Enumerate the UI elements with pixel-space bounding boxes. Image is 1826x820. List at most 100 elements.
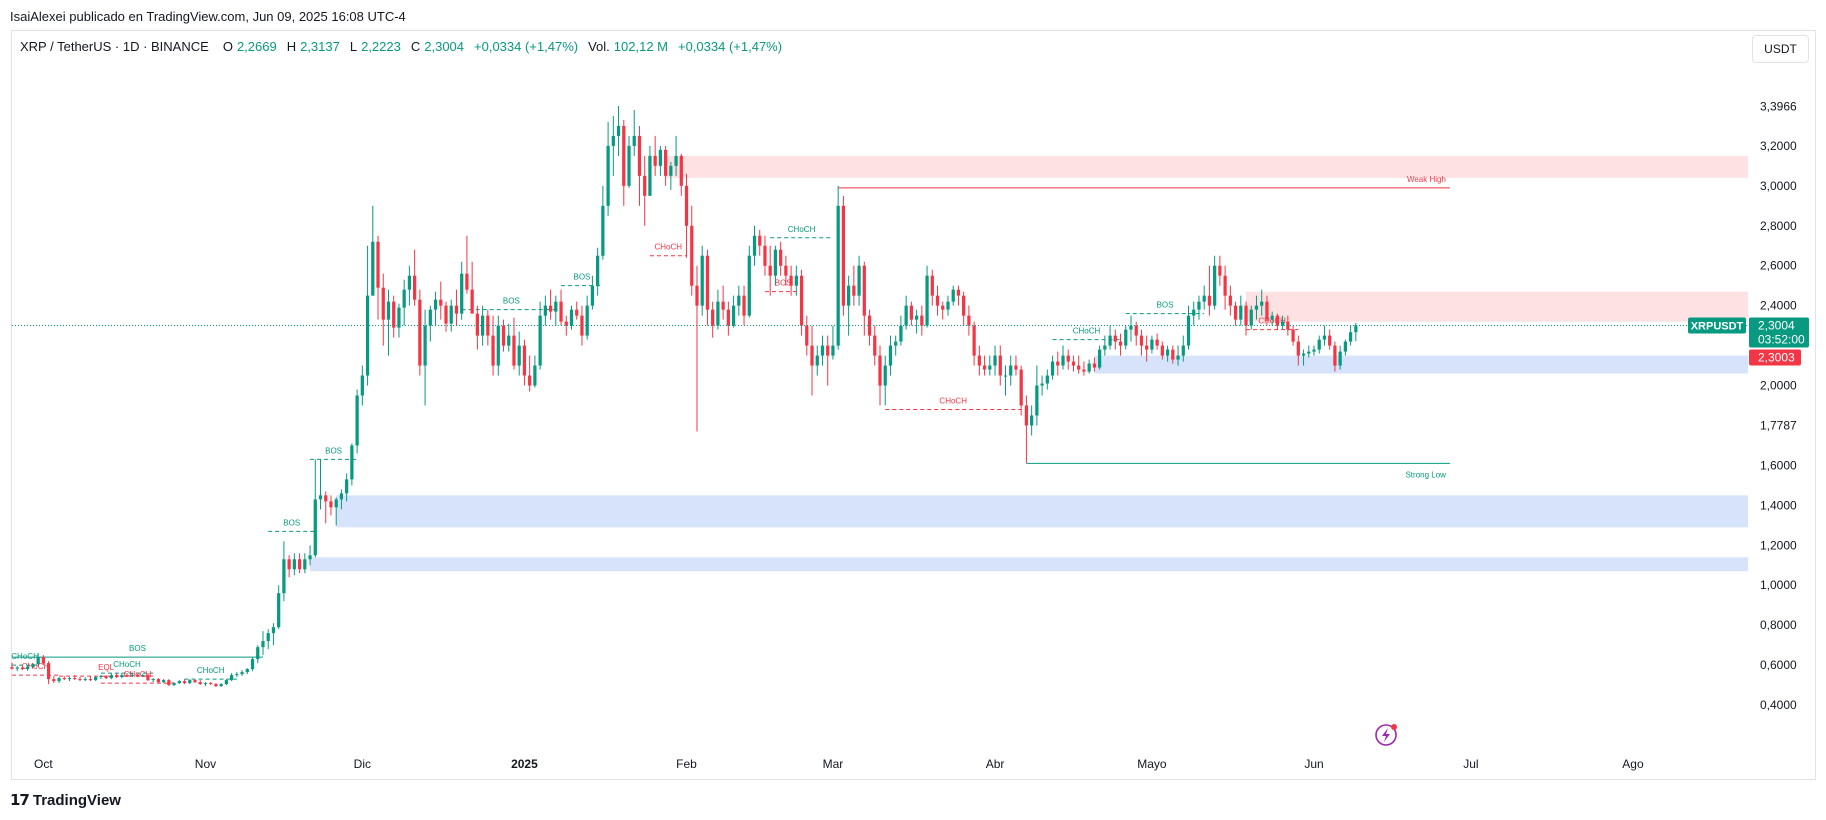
candle-body xyxy=(1307,351,1311,354)
candle-body xyxy=(569,309,574,326)
candle-body xyxy=(392,301,396,328)
candle-body xyxy=(528,375,532,386)
candle-body xyxy=(982,365,987,370)
candle-body xyxy=(1322,335,1327,340)
candle-body xyxy=(73,678,77,680)
candle-body xyxy=(460,273,464,314)
candle-body xyxy=(62,678,66,680)
candle-body xyxy=(554,301,558,312)
candle-body xyxy=(88,679,93,681)
price-tick-label: 0,4000 xyxy=(1760,698,1797,712)
candle-body xyxy=(543,305,547,316)
price-tag: 2,3004 xyxy=(1758,319,1795,333)
candle-body xyxy=(799,275,804,326)
candle-body xyxy=(219,684,223,687)
candle-body xyxy=(904,305,908,326)
candle-body xyxy=(1265,301,1269,320)
candle-body xyxy=(517,345,521,366)
candle-body xyxy=(256,647,260,660)
candle-body xyxy=(1186,315,1191,346)
candle-body xyxy=(841,205,846,306)
legend-open-label: O xyxy=(222,39,233,54)
tradingview-logo[interactable]: 𝟭𝟳 TradingView xyxy=(10,791,121,810)
candle-body xyxy=(1087,363,1091,372)
zones-layer xyxy=(310,155,1749,572)
candle-body xyxy=(224,680,229,685)
candle-body xyxy=(1233,305,1238,320)
candle-body xyxy=(883,365,887,386)
candle-body xyxy=(271,627,276,634)
structure-label: BOS xyxy=(325,446,342,455)
candle-body xyxy=(1040,383,1044,386)
candle-body xyxy=(1030,415,1034,426)
candles-layer xyxy=(10,105,1358,688)
time-axis: Oct Nov Dic 2025 Feb Mar Abr Mayo Jun Jul Ago xyxy=(34,757,1644,771)
price-tags-layer: XRPUSDT 2,3004 03:52:00 2,3003 xyxy=(12,317,1809,366)
flash-icon[interactable] xyxy=(1375,724,1397,746)
time-tick-label: Jun xyxy=(1304,757,1323,771)
candle-body xyxy=(1213,265,1217,306)
candle-body xyxy=(94,677,98,681)
legend-symbol[interactable]: XRP / TetherUS · 1D · BINANCE xyxy=(20,39,209,54)
currency-unit-button[interactable]: USDT xyxy=(1752,35,1809,63)
candle-body xyxy=(371,241,375,296)
candle-body xyxy=(857,265,861,296)
candle-body xyxy=(423,325,427,366)
candle-body xyxy=(1003,375,1008,377)
candle-body xyxy=(773,249,778,276)
candle-body xyxy=(454,305,459,314)
tradingview-icon: 𝟭𝟳 xyxy=(10,792,30,809)
candle-body xyxy=(716,301,720,326)
candle-body xyxy=(580,315,584,336)
candle-body xyxy=(1134,325,1138,336)
candle-body xyxy=(1317,339,1321,350)
candle-body xyxy=(909,305,913,320)
candle-body xyxy=(1301,353,1306,356)
candle-body xyxy=(742,295,746,316)
candle-body xyxy=(120,675,124,678)
candle-body xyxy=(78,679,82,681)
time-tick-label: Jul xyxy=(1463,757,1478,771)
candle-body xyxy=(360,375,364,396)
time-tick-label: Mar xyxy=(823,757,844,771)
candle-body xyxy=(972,325,976,356)
candle-body xyxy=(141,675,145,677)
legend-low-label: L xyxy=(349,39,358,54)
candle-body xyxy=(752,235,757,256)
candle-body xyxy=(397,307,401,328)
candle-body xyxy=(402,289,406,308)
candle-body xyxy=(1066,355,1070,362)
candle-body xyxy=(10,667,14,669)
published-line: IsaiAlexei publicado en TradingView.com,… xyxy=(10,9,406,24)
candle-body xyxy=(67,678,72,680)
candle-body xyxy=(946,301,950,310)
candle-body xyxy=(930,275,934,296)
candle-body xyxy=(1228,295,1232,306)
price-tick-label: 0,8000 xyxy=(1760,618,1797,632)
demand-zone xyxy=(336,495,1749,528)
candle-body xyxy=(1056,361,1060,366)
candle-body xyxy=(376,241,380,288)
candle-body xyxy=(1354,325,1358,333)
candle-body xyxy=(46,663,51,680)
candle-body xyxy=(266,633,270,642)
price-tick-label: 3,3966 xyxy=(1760,100,1797,114)
candle-body xyxy=(282,559,286,594)
candle-body xyxy=(475,313,479,336)
price-tick-label: 1,6000 xyxy=(1760,458,1797,472)
candle-body xyxy=(308,555,312,560)
chart-frame[interactable] xyxy=(11,30,1816,780)
candle-body xyxy=(26,666,30,670)
legend-change: +0,0334 (+1,47%) xyxy=(474,39,579,54)
candle-body xyxy=(847,285,851,306)
candle-body xyxy=(1333,345,1337,366)
candle-body xyxy=(867,315,872,336)
candle-body xyxy=(836,205,840,346)
candle-body xyxy=(810,345,814,366)
candle-body xyxy=(146,675,150,681)
candle-body xyxy=(1254,305,1259,310)
candle-body xyxy=(690,225,694,286)
supply-zone xyxy=(1246,291,1748,322)
